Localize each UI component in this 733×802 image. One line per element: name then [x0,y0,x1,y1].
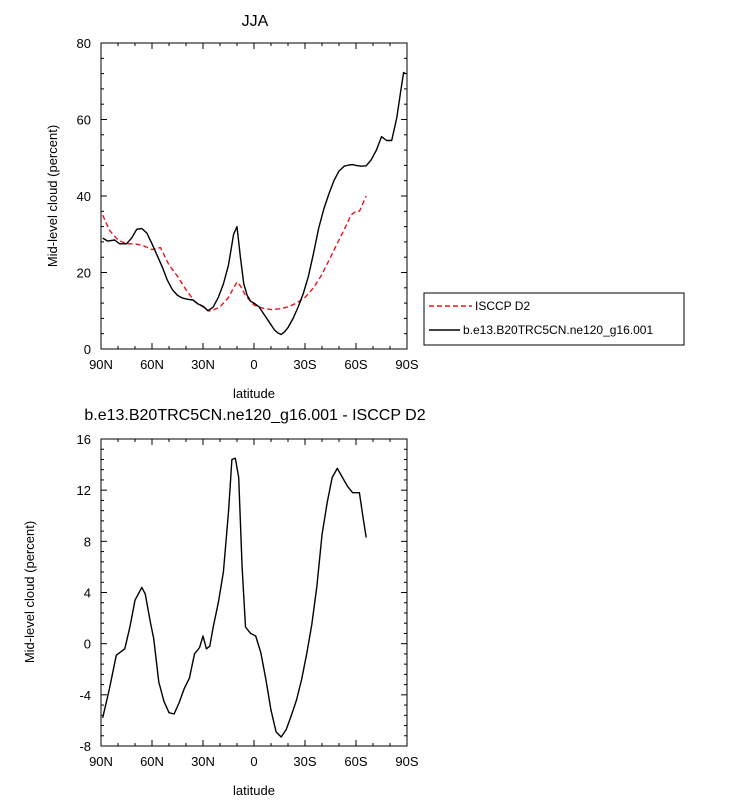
bottom-y-tick-label: 4 [84,586,91,601]
top-x-tick-label: 30N [191,357,215,372]
legend: ISCCP D2 b.e13.B20TRC5CN.ne120_g16.001 [423,292,685,346]
top-y-axis-label: Mid-level cloud (percent) [45,125,60,267]
bottom-panel: b.e13.B20TRC5CN.ne120_g16.001 - ISCCP D2… [22,407,426,798]
top-y-tick-label: 80 [77,36,91,51]
top-series-line-1 [102,195,367,312]
bottom-x-axis-label: latitude [233,783,275,798]
bottom-y-tick-label: 0 [84,637,91,652]
bottom-y-tick-label: 16 [77,432,91,447]
top-chart-title: JJA [242,13,269,30]
top-x-tick-label: 30S [293,357,316,372]
bottom-x-tick-label: 30N [191,754,215,769]
bottom-x-tick-label: 90S [395,754,418,769]
bottom-x-tick-label: 90N [89,754,113,769]
bottom-y-axis-label: Mid-level cloud (percent) [22,521,37,663]
legend-box [423,292,685,346]
bottom-series-line-1 [102,457,367,738]
top-x-tick-label: 60N [140,357,164,372]
bottom-x-tick-label: 0 [250,754,257,769]
top-y-tick-label: 20 [77,266,91,281]
top-y-tick-label: 0 [84,342,91,357]
top-x-tick-label: 0 [250,357,257,372]
top-x-axis-label: latitude [233,386,275,401]
bottom-y-tick-label: 8 [84,534,91,549]
top-panel: JJA 90N 60N 30N 0 30S 60S 90S 0 20 40 60 80 latitud… [45,13,685,401]
bottom-axes: 90N 60N 30N 0 30S 60S 90S -8 -4 0 4 8 12 16 [77,432,419,769]
top-series-line-2 [102,71,406,336]
top-y-tick-label: 60 [77,113,91,128]
legend-label-model: b.e13.B20TRC5CN.ne120_g16.001 [463,323,653,337]
bottom-x-tick-label: 60N [140,754,164,769]
bottom-x-tick-label: 30S [293,754,316,769]
top-x-tick-label: 90S [395,357,418,372]
legend-label-isccp: ISCCP D2 [475,299,530,313]
bottom-y-tick-label: -4 [79,688,91,703]
top-y-tick-label: 40 [77,189,91,204]
top-axes: 90N 60N 30N 0 30S 60S 90S 0 20 40 60 80 [77,36,419,372]
bottom-x-tick-label: 60S [344,754,367,769]
bottom-plot-area [102,457,367,738]
bottom-y-tick-label: -8 [79,739,91,754]
top-plot-area [102,71,406,336]
top-x-tick-label: 90N [89,357,113,372]
top-x-tick-label: 60S [344,357,367,372]
bottom-y-tick-label: 12 [77,483,91,498]
bottom-plot-frame [100,438,408,747]
bottom-chart-title: b.e13.B20TRC5CN.ne120_g16.001 - ISCCP D2 [84,407,425,424]
